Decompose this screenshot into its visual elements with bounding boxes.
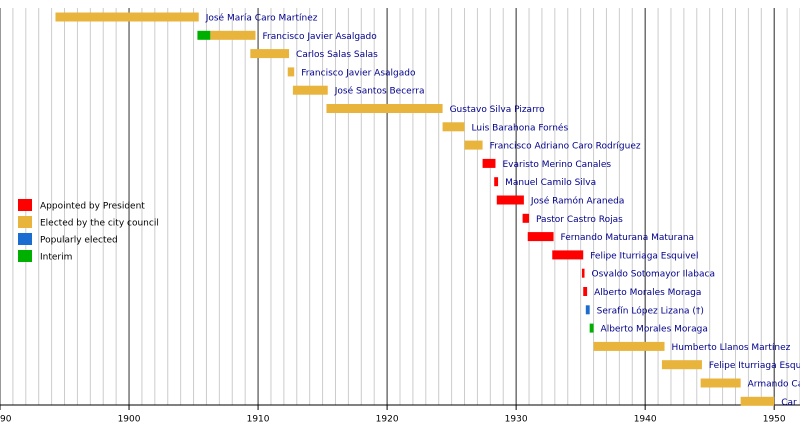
bar bbox=[527, 232, 554, 242]
x-tick-label: 1930 bbox=[505, 415, 528, 425]
row-label: Francisco Adriano Caro Rodríguez bbox=[490, 142, 641, 152]
x-tick-label: 1950 bbox=[763, 415, 786, 425]
row-label: Alberto Morales Moraga bbox=[601, 325, 708, 335]
row-label: Serafín López Lizana (†) bbox=[597, 305, 704, 316]
x-tick-label: 1920 bbox=[376, 415, 399, 425]
bar bbox=[583, 287, 588, 296]
legend-swatch bbox=[18, 216, 32, 228]
row-label: Felipe Iturriaga Esquivel bbox=[709, 361, 800, 371]
x-tick-label: 1890 bbox=[0, 415, 12, 425]
legend-swatch bbox=[18, 250, 32, 262]
bar bbox=[326, 104, 443, 113]
bar bbox=[210, 30, 256, 40]
bar bbox=[593, 341, 665, 351]
x-tick-label: 1910 bbox=[247, 415, 270, 425]
legend-label: Appointed by President bbox=[40, 202, 145, 212]
bar bbox=[287, 67, 295, 77]
bar bbox=[700, 378, 741, 388]
row-label: Gustavo Silva Pizarro bbox=[450, 105, 546, 115]
bar bbox=[494, 177, 499, 187]
row-label: Pastor Castro Rojas bbox=[536, 215, 623, 225]
bar bbox=[496, 195, 524, 205]
bar bbox=[581, 268, 585, 278]
row-label: Francisco Javier Asalgado bbox=[262, 32, 377, 42]
bar bbox=[589, 323, 594, 333]
row-label: Felipe Iturriaga Esquivel bbox=[590, 251, 698, 261]
legend-label: Elected by the city council bbox=[40, 219, 159, 229]
bar bbox=[197, 30, 211, 40]
row-label: Fernando Maturana Maturana bbox=[561, 233, 695, 243]
row-label: Carlos Salas Salas bbox=[296, 50, 378, 60]
row-label: Osvaldo Sotomayor Ilabaca bbox=[592, 270, 716, 280]
legend-swatch bbox=[18, 233, 32, 245]
bar bbox=[250, 49, 290, 59]
row-label: Car bbox=[781, 398, 797, 408]
row-label: Humberto Llanos Martínez bbox=[672, 343, 791, 353]
bar bbox=[585, 305, 590, 315]
row-label: Evaristo Merino Canales bbox=[502, 160, 611, 170]
row-label: José Santos Becerra bbox=[334, 86, 425, 97]
row-label: Luis Barahona Fornés bbox=[472, 122, 569, 133]
row-label: José María Caro Martínez bbox=[205, 13, 318, 24]
bar bbox=[552, 250, 584, 260]
bar bbox=[292, 85, 328, 95]
row-label: José Ramón Araneda bbox=[530, 196, 625, 207]
row-label: Francisco Javier Asalgado bbox=[301, 68, 416, 78]
legend-label: Interim bbox=[40, 253, 72, 263]
bar bbox=[661, 360, 702, 370]
bar bbox=[464, 140, 483, 150]
x-tick-label: 1940 bbox=[634, 415, 657, 425]
row-label: Manuel Camilo Silva bbox=[505, 178, 596, 188]
bar bbox=[442, 122, 465, 132]
bar bbox=[522, 213, 530, 223]
bar bbox=[55, 12, 199, 22]
row-label: Armando Ca bbox=[748, 380, 800, 390]
legend-label: Popularly elected bbox=[40, 236, 118, 246]
row-label: Alberto Morales Moraga bbox=[594, 288, 701, 298]
bar bbox=[482, 158, 496, 168]
bar bbox=[740, 396, 775, 406]
legend-swatch bbox=[18, 199, 32, 211]
x-tick-label: 1900 bbox=[118, 415, 141, 425]
